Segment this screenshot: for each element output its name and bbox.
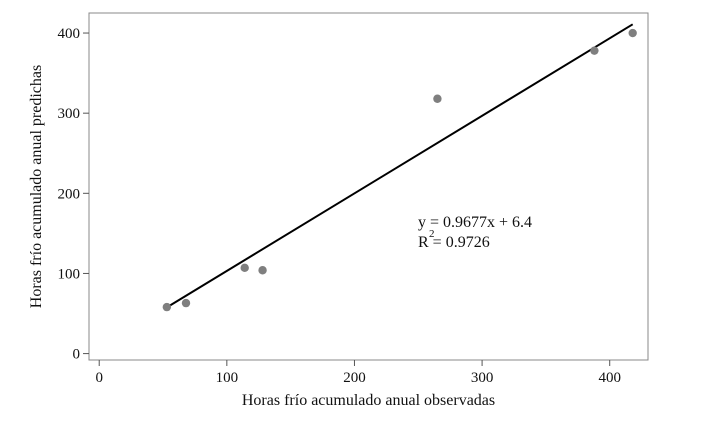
y-tick-label: 400: [58, 26, 81, 42]
plot-frame: [88, 12, 649, 361]
equation-label: y = 0.9677x + 6.4: [418, 214, 532, 231]
x-tick-label: 0: [95, 370, 103, 386]
data-point: [628, 28, 637, 38]
y-axis-title: Horas frío acumulado anual predichas: [28, 65, 45, 308]
r-squared-exponent: 2: [429, 228, 435, 240]
x-tick-label: 100: [216, 370, 239, 386]
data-point: [181, 298, 191, 308]
data-point: [590, 46, 599, 55]
y-axis: 0 100 200 300 400: [58, 26, 89, 363]
x-tick-label: 300: [471, 370, 494, 386]
data-point: [162, 302, 172, 312]
x-axis: 0 100 200 300 400: [95, 360, 621, 386]
y-tick-label: 200: [58, 186, 81, 202]
data-point: [433, 94, 442, 103]
y-tick-label: 100: [58, 266, 81, 282]
data-point: [258, 266, 267, 275]
r-squared-label: R = 0.9726: [418, 234, 490, 251]
data-point: [240, 263, 249, 273]
x-axis-title: Horas frío acumulado anual observadas: [242, 392, 495, 409]
x-tick-label: 400: [598, 370, 621, 386]
data-points: [162, 28, 637, 312]
x-tick-label: 200: [343, 370, 366, 386]
y-tick-label: 0: [73, 347, 81, 363]
y-tick-label: 300: [58, 106, 81, 122]
trend-line: [166, 23, 634, 309]
